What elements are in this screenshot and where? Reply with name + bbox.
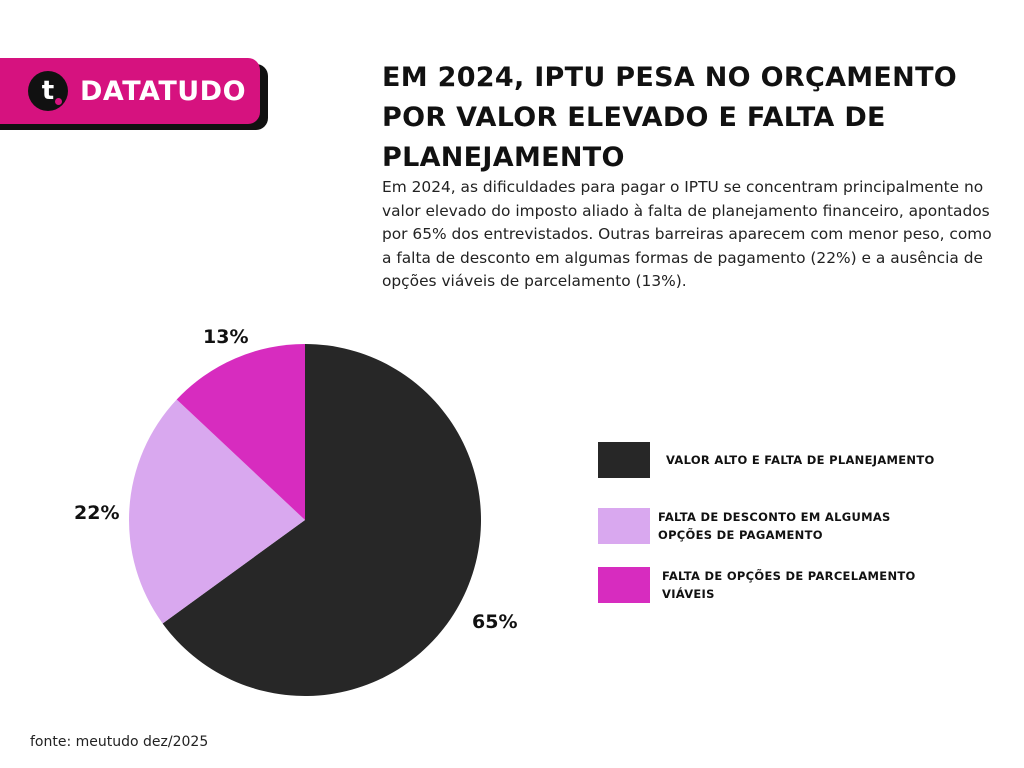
pie-label-0: 65% — [472, 611, 518, 633]
legend-swatch — [598, 567, 650, 603]
legend-label: FALTA DE OPÇÕES DE PARCELAMENTO VIÁVEIS — [662, 569, 916, 601]
legend-label: FALTA DE DESCONTO EM ALGUMAS OPÇÕES DE P… — [658, 510, 891, 542]
logo-letter: t — [41, 76, 55, 106]
legend-item-0: VALOR ALTO E FALTA DE PLANEJAMENTO — [598, 442, 935, 478]
source-note: fonte: meutudo dez/2025 — [30, 734, 209, 750]
chart-title: EM 2024, IPTU PESA NO ORÇAMENTO POR VALO… — [382, 62, 958, 173]
pie-slice-0 — [162, 344, 481, 696]
pie-slice-1 — [128, 399, 305, 624]
legend-item-2: FALTA DE OPÇÕES DE PARCELAMENTO VIÁVEIS — [598, 567, 922, 603]
brand-logo: t DATATUDO — [0, 58, 260, 124]
pie-label-2: 13% — [203, 326, 249, 348]
legend-label: VALOR ALTO E FALTA DE PLANEJAMENTO — [666, 453, 935, 467]
pie-slice-2 — [176, 344, 305, 520]
pie-label-1: 22% — [74, 502, 120, 524]
brand-name: DATATUDO — [80, 75, 247, 107]
logo-icon: t — [28, 71, 68, 111]
legend-item-1: FALTA DE DESCONTO EM ALGUMAS OPÇÕES DE P… — [598, 508, 898, 544]
chart-description: Em 2024, as dificuldades para pagar o IP… — [382, 178, 992, 290]
legend-swatch — [598, 508, 650, 544]
legend-swatch — [598, 442, 650, 478]
